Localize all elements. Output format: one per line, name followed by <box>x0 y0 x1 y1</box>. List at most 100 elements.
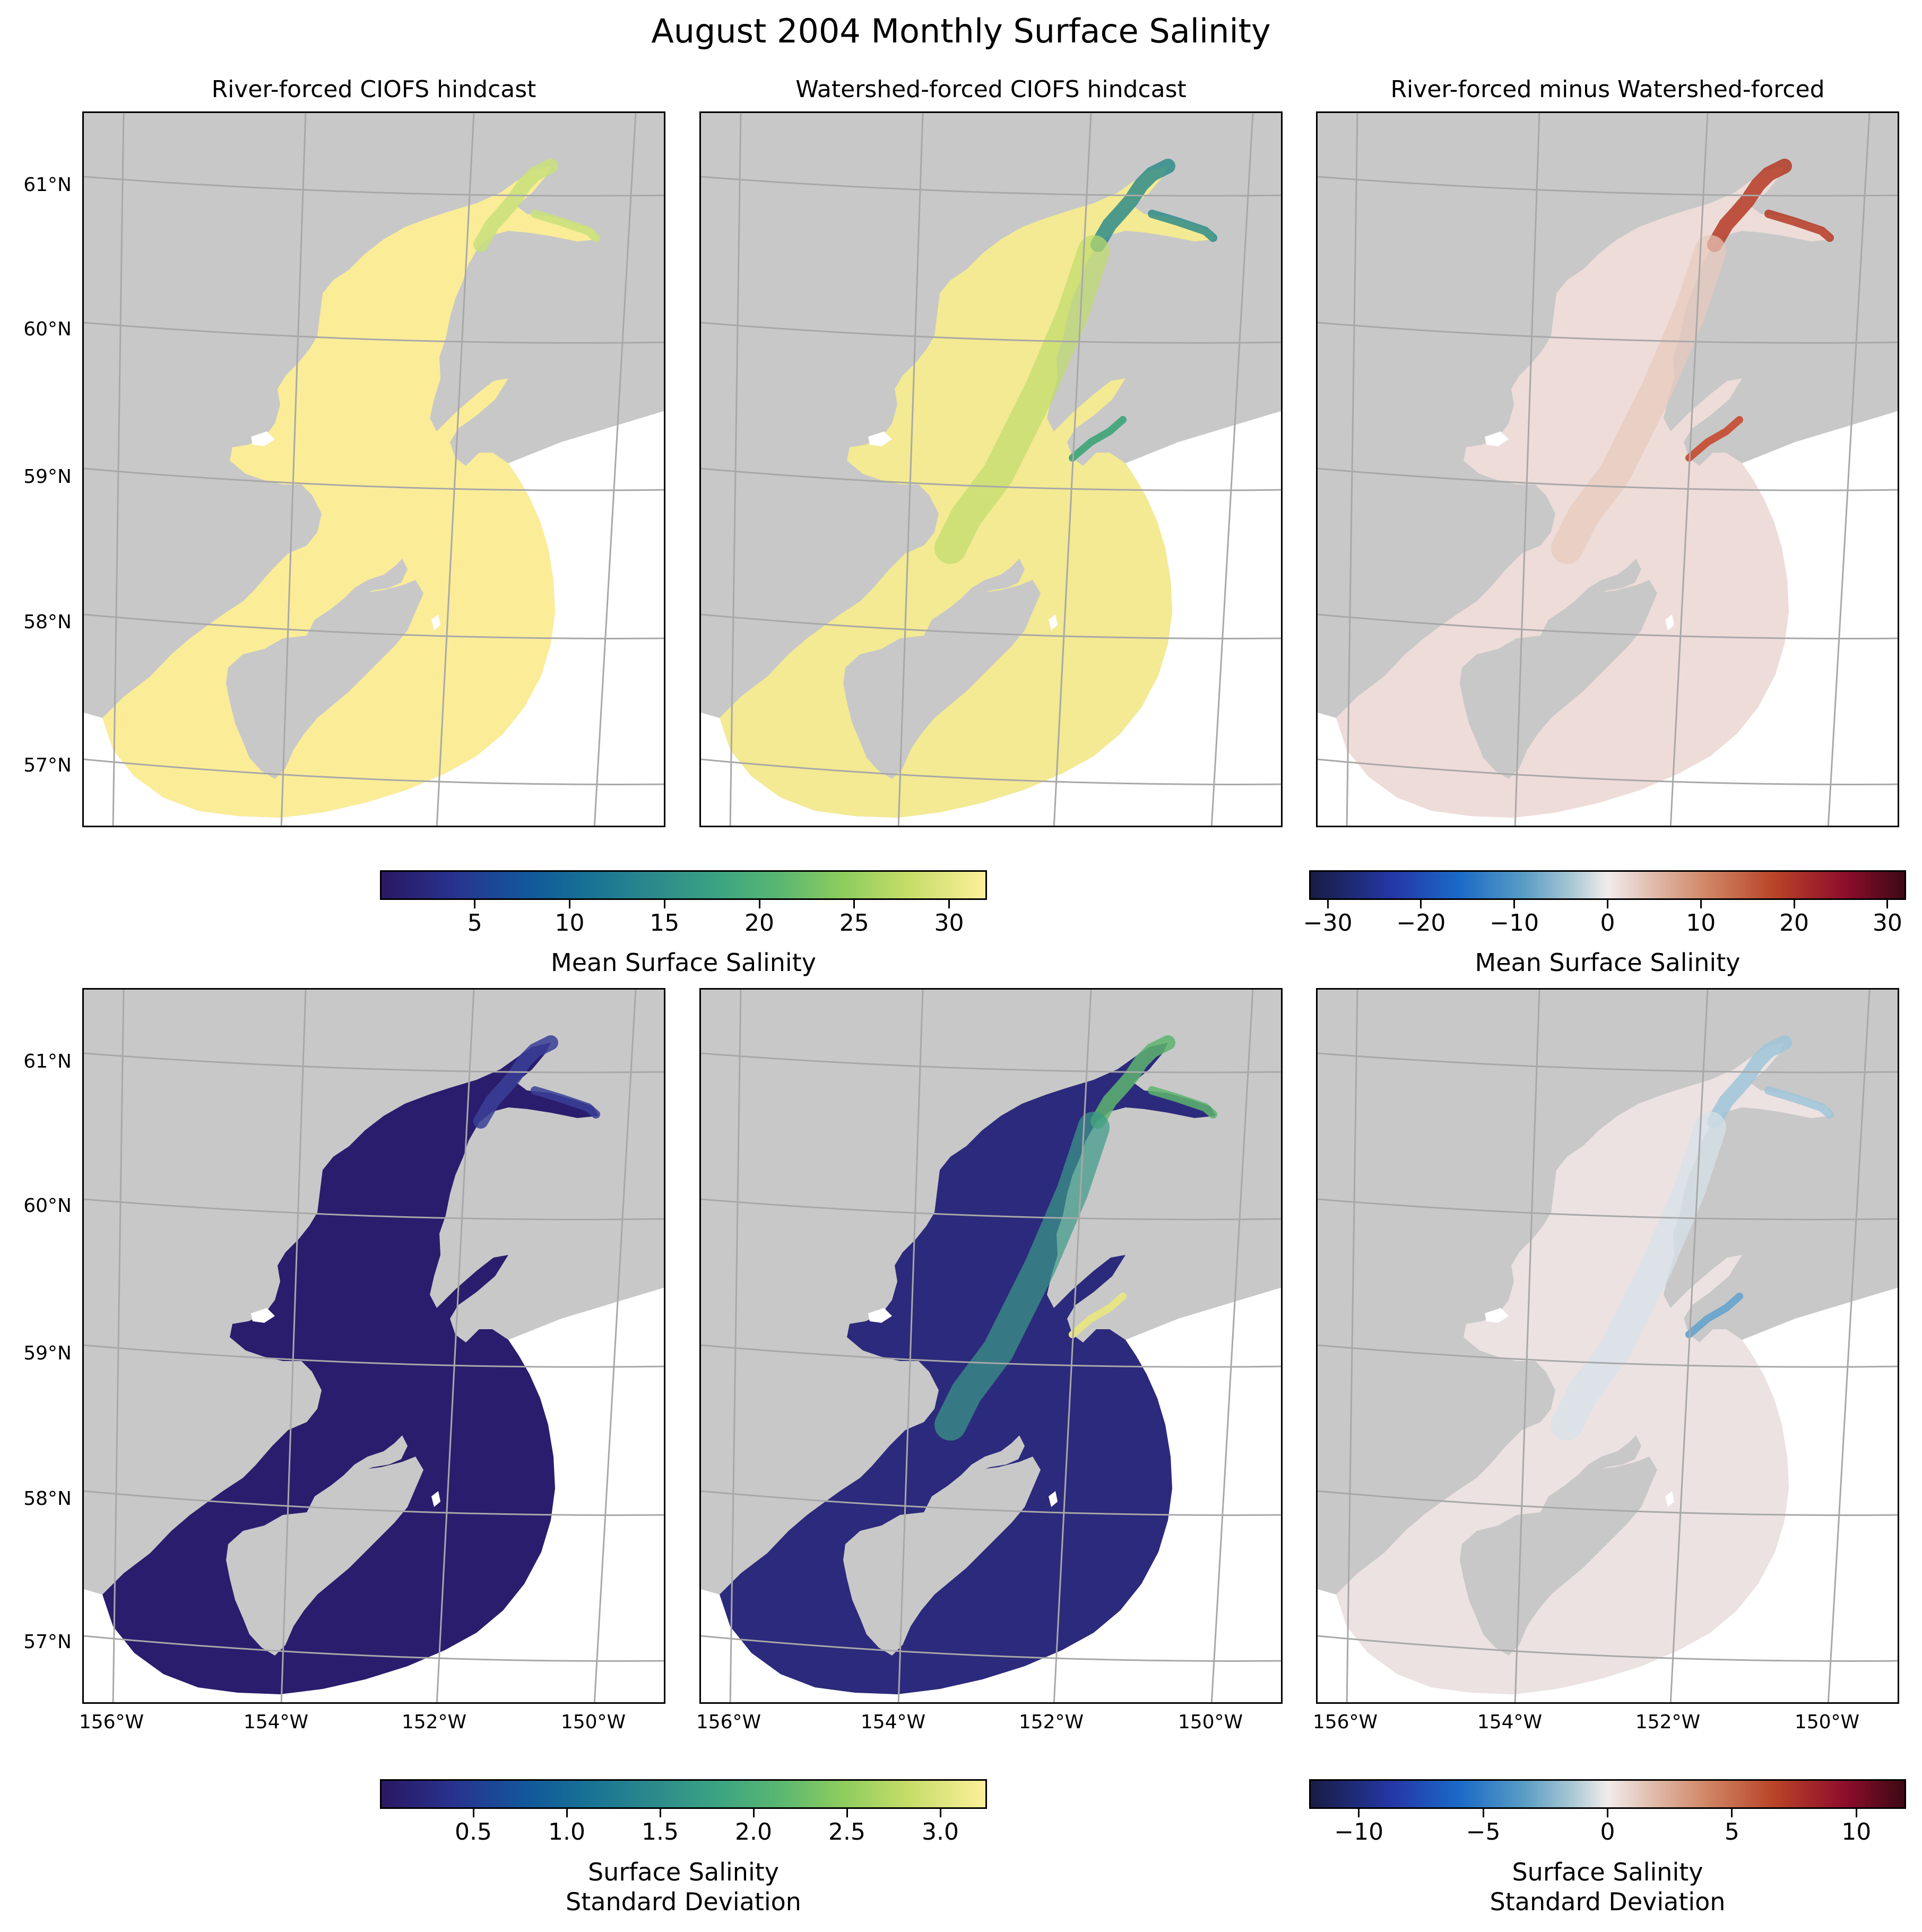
panel-title-river: River-forced CIOFS hindcast <box>211 76 536 103</box>
longitude-gridline <box>897 113 924 826</box>
longitude-gridline <box>1210 990 1254 1702</box>
longitude-gridline <box>1210 113 1254 826</box>
augustine-island <box>251 1308 275 1323</box>
lon-label-152-p2: 152°W <box>1018 1711 1084 1733</box>
map-std-river-svg <box>84 990 664 1702</box>
longitude-gridline <box>436 990 475 1702</box>
colorbar-mean-diff <box>1309 870 1906 900</box>
colorbar-tick-label: −10 <box>1490 909 1539 937</box>
colorbar-tick <box>752 1809 755 1817</box>
augustine-island <box>251 431 275 446</box>
colorbar-tick <box>1700 900 1702 908</box>
barren-islands <box>431 614 440 630</box>
colorbar-std-diff-label-line1: Surface Salinity <box>1512 1858 1703 1886</box>
lon-label-150-p1: 150°W <box>560 1711 626 1733</box>
longitude-gridline <box>1827 990 1871 1702</box>
colorbar-tick <box>1855 1809 1857 1817</box>
colorbar-tick <box>1731 1809 1733 1817</box>
lat-label-58-top: 58°N <box>23 611 72 633</box>
colorbar-tick-label: 1.0 <box>548 1818 585 1846</box>
knik-arm-shade <box>1148 1086 1217 1119</box>
colorbar-std-diff-label-line2: Standard Deviation <box>1490 1887 1726 1916</box>
colorbar-tick-label: 1.5 <box>642 1818 679 1846</box>
latitude-gridline <box>1318 322 1898 344</box>
latitude-gridline <box>84 1635 664 1662</box>
latitude-gridline <box>84 322 664 344</box>
colorbar-tick-label: −10 <box>1334 1818 1384 1846</box>
lon-label-156-p1: 156°W <box>79 1711 144 1733</box>
latitude-gridline <box>84 1344 664 1368</box>
colorbar-tick <box>1513 900 1516 908</box>
colorbar-tick-label: 30 <box>934 909 964 937</box>
lon-label-154-p3: 154°W <box>1477 1711 1543 1733</box>
lat-label-57-bottom: 57°N <box>23 1631 72 1653</box>
colorbar-tick-label: 15 <box>650 909 680 937</box>
longitude-gridline <box>729 113 742 826</box>
augustine-island <box>868 431 892 446</box>
latitude-gridline <box>1318 1490 1898 1516</box>
latitude-gridline <box>1318 1344 1898 1368</box>
latitude-gridline <box>1318 1052 1898 1073</box>
longitude-gridline <box>1669 990 1709 1702</box>
upper-inlet-shade <box>1707 159 1792 252</box>
lon-label-154-p2: 154°W <box>860 1711 926 1733</box>
longitude-gridline <box>436 113 475 826</box>
lat-label-59-top: 59°N <box>23 466 72 488</box>
colorbar-tick-label: 5 <box>1724 1818 1739 1846</box>
latitude-gridline <box>1318 1198 1898 1220</box>
colorbar-std-label-line2: Standard Deviation <box>566 1887 801 1916</box>
southwest-mask <box>1318 713 1514 826</box>
lon-label-150-p3: 150°W <box>1794 1711 1860 1733</box>
map-std-river <box>82 988 665 1704</box>
colorbar-tick <box>1607 900 1608 908</box>
latitude-gridline <box>84 613 664 639</box>
latitude-gridline <box>1318 1635 1898 1662</box>
afognak-island <box>1540 1435 1641 1512</box>
longitude-gridline <box>729 990 742 1702</box>
map-std-difference-svg <box>1318 990 1898 1702</box>
colorbar-tick <box>659 1809 661 1817</box>
colorbar-tick-label: 20 <box>1779 909 1810 937</box>
figure-title: August 2004 Monthly Surface Salinity <box>651 12 1271 50</box>
colorbar-tick-label: 0 <box>1600 1818 1615 1846</box>
colorbar-tick-label: 20 <box>744 909 774 937</box>
open-ocean-mask <box>280 1287 664 1702</box>
mid-inlet-shade <box>934 1112 1110 1441</box>
afognak-island <box>307 559 408 636</box>
latitude-gridline <box>701 1052 1281 1073</box>
afognak-island <box>307 1435 408 1512</box>
upper-inlet-shade <box>473 159 558 252</box>
map-std-difference <box>1316 988 1899 1704</box>
colorbar-tick <box>758 900 760 908</box>
colorbar-tick-label: 3.0 <box>922 1818 959 1846</box>
knik-arm-shade <box>1764 210 1834 242</box>
lon-label-152-p1: 152°W <box>401 1711 467 1733</box>
colorbar-tick-label: 0.5 <box>455 1818 492 1846</box>
colorbar-tick <box>1793 900 1795 908</box>
latitude-gridline <box>84 758 664 785</box>
upper-inlet-shade <box>473 1035 558 1129</box>
colorbar-tick <box>472 1809 474 1817</box>
latitude-gridline <box>701 1198 1281 1220</box>
longitude-gridline <box>1053 990 1092 1702</box>
lat-label-60-bottom: 60°N <box>23 1195 72 1217</box>
afognak-island <box>1540 559 1641 636</box>
map-mean-river-svg <box>84 113 664 826</box>
barren-islands <box>1049 1491 1058 1507</box>
southwest-mask <box>84 713 280 826</box>
kodiak-island <box>1460 580 1657 779</box>
lon-label-152-p3: 152°W <box>1635 1711 1701 1733</box>
colorbar-tick <box>948 900 950 908</box>
colorbar-std <box>380 1779 987 1809</box>
colorbar-mean-label: Mean Surface Salinity <box>551 948 816 977</box>
colorbar-std-label-line1: Surface Salinity <box>587 1858 779 1886</box>
latitude-gridline <box>701 758 1281 785</box>
colorbar-tick-label: 10 <box>555 909 585 937</box>
augustine-island <box>868 1308 892 1323</box>
latitude-gridline <box>701 1490 1281 1516</box>
barren-islands <box>1049 614 1058 630</box>
knik-arm-shade <box>1148 210 1217 242</box>
colorbar-tick <box>939 1809 941 1817</box>
latitude-gridline <box>701 1344 1281 1368</box>
colorbar-tick-label: −20 <box>1396 909 1446 937</box>
